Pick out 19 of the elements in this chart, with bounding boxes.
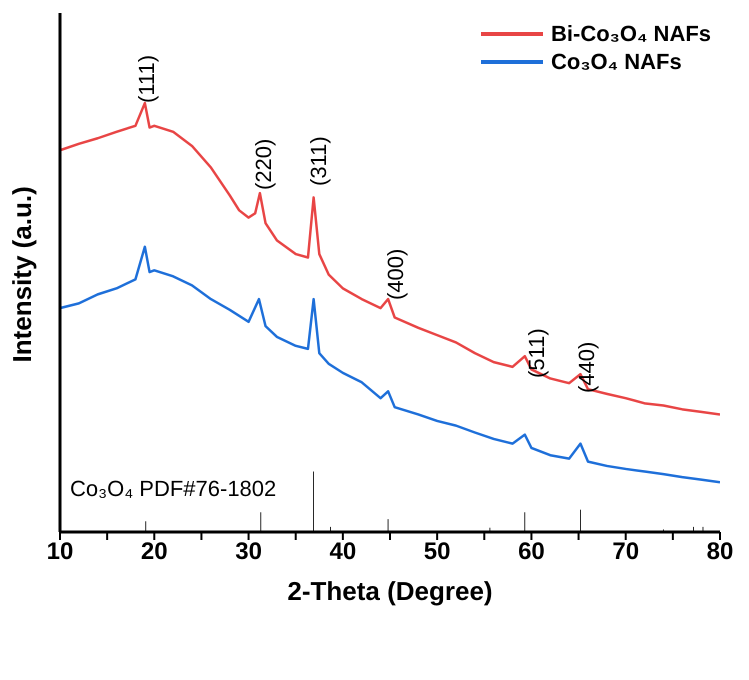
- x-tick-label: 20: [140, 538, 168, 566]
- legend-label: Co₃O₄ NAFs: [551, 49, 682, 75]
- x-tick-label: 40: [330, 538, 356, 566]
- x-tick-label: 30: [235, 538, 262, 566]
- x-tick-label: 10: [46, 538, 74, 566]
- annotation: (511): [524, 328, 549, 378]
- annotation: Co₃O₄ PDF#76-1802: [70, 476, 276, 502]
- y-axis-title: Intensity (a.u.): [7, 186, 38, 362]
- x-tick-label: 80: [706, 538, 734, 566]
- x-tick-label: 70: [612, 538, 640, 566]
- legend-label: Bi-Co₃O₄ NAFs: [551, 21, 711, 47]
- x-tick-label: 50: [424, 538, 450, 566]
- x-axis-title: 2-Theta (Degree): [287, 576, 493, 606]
- x-tick-label: 60: [518, 538, 545, 566]
- annotation: (400): [383, 248, 408, 300]
- text: (111): [134, 54, 159, 103]
- annotation: (311): [306, 136, 331, 186]
- annotation: (440): [574, 342, 599, 393]
- annotation: (220): [251, 138, 276, 190]
